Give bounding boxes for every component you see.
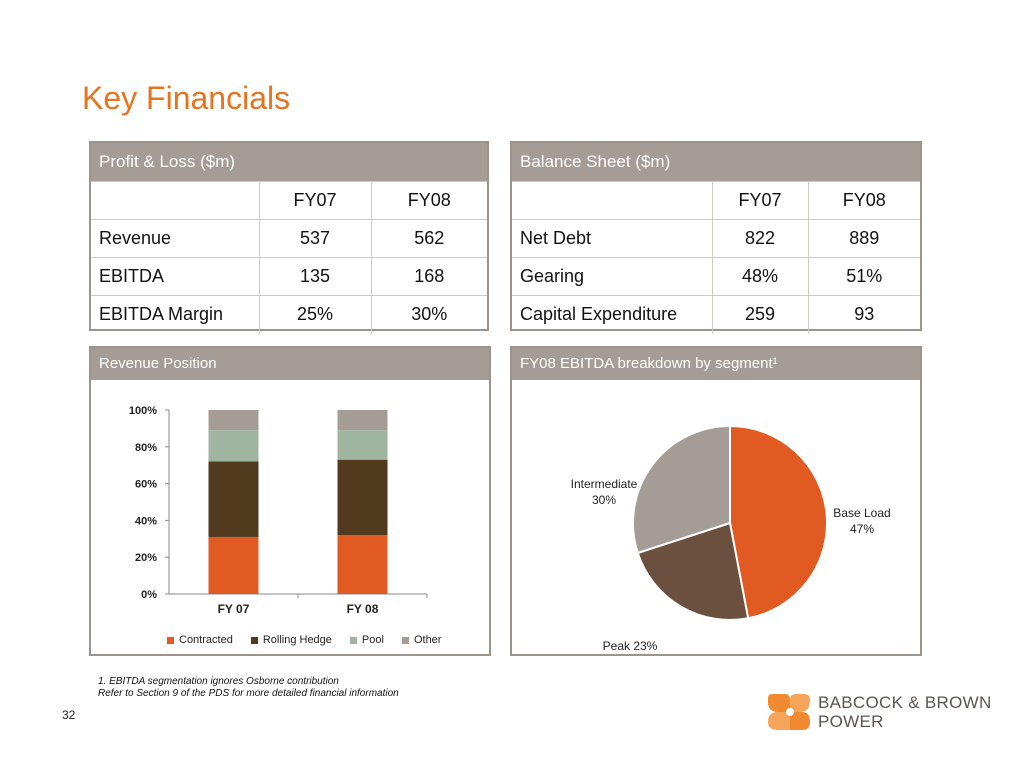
legend-swatch (401, 636, 409, 644)
y-tick-label: 20% (135, 552, 157, 564)
revenue-position-chart: 0% 20% 40% 60% 80% 100% FY 07 FY 08 (129, 405, 428, 616)
profit-loss-panel: Profit & Loss ($m) FY07 FY08 Revenue 537… (89, 141, 489, 334)
slice-value: 47% (850, 522, 874, 536)
column-header: FY08 (807, 181, 920, 220)
table-cell: 168 (370, 257, 487, 296)
bar-segment (208, 461, 259, 537)
legend-swatch (167, 636, 174, 644)
bar-segment (337, 410, 388, 431)
y-tick-label: 40% (135, 515, 157, 527)
logo-mark-icon (768, 694, 810, 730)
chart-legend: Contracted Rolling Hedge Pool Other (167, 634, 441, 646)
legend-swatch (250, 636, 258, 644)
row-label: Capital Expenditure (512, 295, 712, 334)
legend-swatch (349, 636, 357, 644)
pie-slice (636, 521, 750, 621)
bar-segment (208, 536, 259, 594)
bar-segment (208, 430, 259, 462)
legend-item: Other (401, 634, 442, 646)
table-cell (512, 181, 712, 220)
row-label: EBITDA Margin (91, 295, 259, 334)
profit-loss-table: FY07 FY08 Revenue 537 562 EBITDA 135 168… (91, 181, 487, 334)
footnote: Refer to Section 9 of the PDS for more d… (98, 688, 399, 699)
row-label: Gearing (512, 257, 712, 296)
bar-segment (337, 535, 388, 594)
y-tick-label: 100% (129, 405, 157, 417)
table-row: Capital Expenditure 259 93 (512, 295, 920, 334)
page-title: Key Financials (82, 80, 291, 116)
y-tick-label: 60% (135, 479, 157, 491)
pie-slice (729, 424, 828, 620)
slice-label: Intermediate (571, 477, 638, 491)
page-number: 32 (62, 708, 76, 722)
table-row: Gearing 48% 51% (512, 257, 920, 296)
slice-label: Base Load (833, 506, 890, 520)
column-header: FY07 (258, 181, 371, 220)
table-header-row: FY07 FY08 (91, 181, 487, 220)
slice-label: Peak 23% (603, 639, 658, 653)
y-tick-label: 80% (135, 442, 157, 454)
table-cell: 562 (370, 219, 487, 258)
table-row: Net Debt 822 889 (512, 219, 920, 258)
table-cell (91, 181, 259, 220)
bar-segment (337, 430, 388, 460)
y-tick-label: 0% (141, 589, 157, 601)
legend-label: Rolling Hedge (262, 634, 332, 646)
slice-value: 30% (592, 493, 616, 507)
table-cell: 25% (258, 295, 371, 334)
table-row: Revenue 537 562 (91, 219, 487, 258)
row-label: EBITDA (91, 257, 259, 296)
ebitda-breakdown-header: FY08 EBITDA breakdown by segment¹ (512, 348, 920, 380)
legend-item: Contracted (167, 634, 233, 646)
table-row: EBITDA Margin 25% 30% (91, 295, 487, 334)
logo-wordmark: BABCOCK & BROWN POWER (818, 693, 992, 731)
table-cell: 51% (807, 257, 920, 296)
legend-label: Pool (361, 634, 384, 646)
legend-item: Rolling Hedge (250, 634, 332, 646)
legend-label: Other (413, 634, 442, 646)
company-logo: BABCOCK & BROWN POWER (764, 692, 994, 736)
bar-segment (208, 410, 259, 431)
table-cell: 135 (258, 257, 371, 296)
table-cell: 822 (711, 219, 808, 258)
column-header: FY07 (711, 181, 808, 220)
table-cell: 537 (258, 219, 371, 258)
table-cell: 48% (711, 257, 808, 296)
logo-line-2: POWER (818, 712, 884, 731)
legend-label: Contracted (179, 634, 233, 646)
table-header-row: FY07 FY08 (512, 181, 920, 220)
revenue-position-header: Revenue Position (91, 348, 489, 380)
revenue-position-panel: Revenue Position 0% 20% 40% 60% 80% 100% FY 07… (89, 346, 491, 656)
legend-item: Pool (349, 634, 384, 646)
ebitda-breakdown-panel: FY08 EBITDA breakdown by segment¹ Base L… (510, 346, 922, 656)
row-label: Net Debt (512, 219, 712, 258)
footnote: 1. EBITDA segmentation ignores Osborne c… (98, 676, 339, 687)
profit-loss-header: Profit & Loss ($m) (91, 143, 487, 181)
row-label: Revenue (91, 219, 259, 258)
table-cell: 93 (807, 295, 920, 334)
balance-sheet-panel: Balance Sheet ($m) FY07 FY08 Net Debt 82… (510, 141, 922, 334)
table-cell: 889 (807, 219, 920, 258)
x-tick-label: FY 08 (347, 602, 379, 616)
table-row: EBITDA 135 168 (91, 257, 487, 296)
pie-slice (632, 424, 731, 555)
table-cell: 30% (370, 295, 487, 334)
balance-sheet-header: Balance Sheet ($m) (512, 143, 920, 181)
x-tick-label: FY 07 (218, 602, 250, 616)
ebitda-pie-chart: Base Load 47% Peak 23% Intermediate 30% (571, 424, 891, 653)
table-cell: 259 (711, 295, 808, 334)
bar-segment (337, 459, 388, 536)
column-header: FY08 (370, 181, 487, 220)
balance-sheet-table: FY07 FY08 Net Debt 822 889 Gearing 48% 5… (512, 181, 920, 334)
logo-line-1: BABCOCK & BROWN (818, 693, 992, 712)
